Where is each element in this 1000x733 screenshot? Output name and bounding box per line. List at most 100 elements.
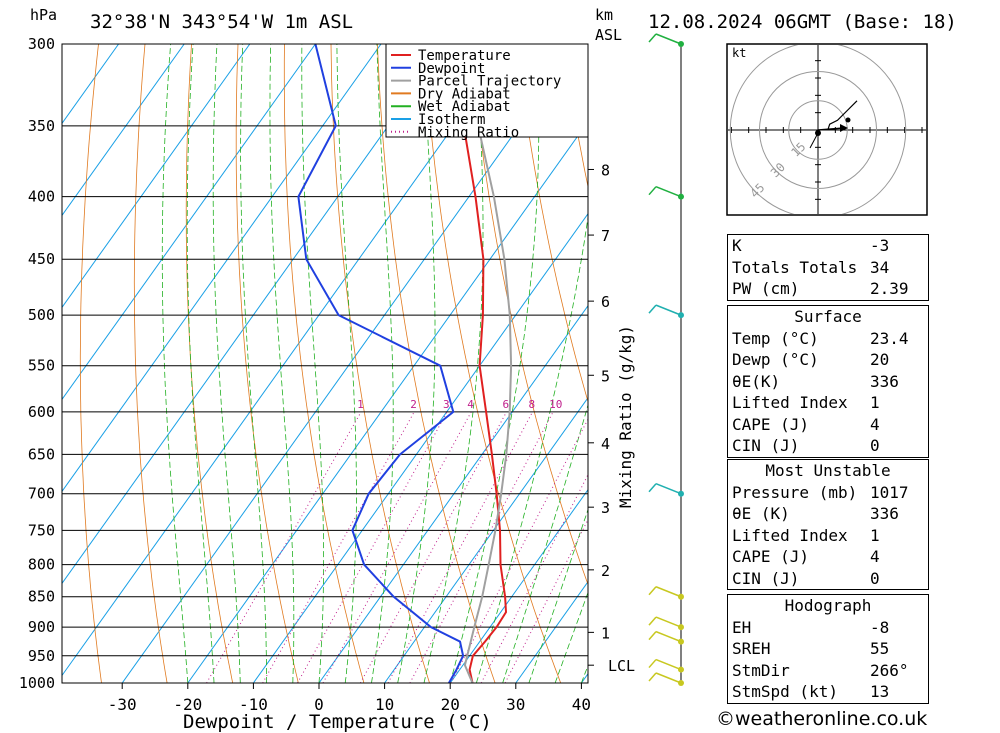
wind-barb-flag — [648, 672, 657, 682]
mixing-ratio-label: 6 — [503, 398, 510, 411]
mixing-ratio-label: 3 — [443, 398, 450, 411]
x-tick-label: -10 — [239, 695, 268, 714]
wind-barb — [655, 185, 682, 198]
table-row: PW (cm) 2.39 — [732, 279, 909, 298]
wind-barb-point — [678, 638, 684, 645]
table-row: Lifted Index 1 — [732, 525, 880, 545]
wind-barb-flag — [648, 631, 657, 641]
wind-barb-flag — [648, 483, 657, 493]
isotherm — [384, 396, 588, 683]
height-unit-asl: ASL — [595, 26, 622, 44]
isotherm — [449, 488, 588, 683]
dry-adiabat — [235, 44, 299, 683]
wind-barb-point — [678, 680, 684, 686]
mixing-ratio-label: 10 — [549, 398, 562, 411]
pressure-unit-label: hPa — [30, 6, 57, 24]
most-unstable-table: Most Unstable Pressure (mb) 1017 θE (K) 33… — [727, 459, 929, 590]
table-row: Pressure (mb) 1017 — [732, 482, 909, 502]
pressure-tick-label: 900 — [28, 618, 55, 636]
series-dewpoint — [297, 44, 465, 683]
surface-title: Surface — [794, 307, 862, 326]
x-tick-label: 0 — [314, 695, 324, 714]
table-row: θE (K) 336 — [732, 504, 899, 523]
hodograph-unit: kt — [732, 46, 746, 60]
table-row: CIN (J) 0 — [732, 568, 880, 588]
pressure-tick-label: 950 — [28, 647, 55, 665]
isotherm — [252, 212, 588, 683]
dry-adiabat — [133, 44, 168, 683]
wind-barb — [655, 483, 682, 495]
wet-adiabat — [240, 44, 267, 683]
wind-barb — [655, 616, 682, 628]
legend-entry: Parcel Trajectory — [418, 74, 561, 90]
table-row: EH -8 — [732, 617, 890, 637]
wind-barb-point — [678, 41, 684, 47]
km-tick-label: 6 — [601, 293, 610, 311]
x-tick-label: 10 — [375, 695, 394, 714]
km-tick-label: 3 — [601, 499, 610, 517]
mixing-ratio-line — [480, 473, 588, 683]
wet-adiabat — [371, 44, 394, 683]
mixing-ratio-label: 4 — [467, 398, 474, 411]
wind-barb-point — [678, 312, 684, 319]
legend-entry: Dewpoint — [418, 61, 485, 77]
mixing-ratio-line — [450, 418, 588, 683]
dry-adiabat — [79, 44, 102, 683]
km-tick-label: 2 — [601, 562, 610, 580]
x-tick-label: -30 — [108, 695, 137, 714]
dry-adiabat — [982, 44, 1000, 683]
wind-barb-flag — [648, 616, 657, 626]
location-title: 32°38'N 343°54'W 1m ASL — [90, 11, 353, 33]
series-parcel-trajectory — [455, 44, 513, 683]
isotherm — [62, 44, 316, 401]
wind-barb — [655, 586, 682, 598]
wind-barb-point — [678, 624, 684, 631]
table-row: SREH 55 — [732, 639, 890, 658]
wind-barb-flag — [648, 33, 657, 43]
pressure-tick-label: 800 — [28, 556, 55, 574]
hodo-segment — [809, 132, 819, 149]
wet-adiabat — [423, 44, 484, 683]
dry-adiabat — [330, 44, 430, 683]
isotherm — [187, 120, 588, 683]
km-tick-label: LCL — [608, 657, 635, 675]
dry-adiabat — [283, 44, 365, 683]
pressure-tick-label: 550 — [28, 357, 55, 375]
mixing-ratio-line — [297, 411, 448, 683]
pressure-tick-label: 850 — [28, 588, 55, 606]
mixing-ratio-line — [359, 411, 507, 683]
wind-barb-flag — [648, 186, 657, 196]
wind-barb-point — [678, 490, 684, 497]
most-unstable-title: Most Unstable — [765, 461, 891, 480]
dry-adiabat — [516, 44, 588, 404]
mixing-ratio-axis-title: Mixing Ratio (g/kg) — [616, 325, 635, 508]
x-tick-label: -20 — [173, 695, 202, 714]
pressure-tick-label: 700 — [28, 485, 55, 503]
mixing-ratio-line — [387, 411, 533, 683]
copyright-link[interactable]: ©weatheronline.co.uk — [716, 708, 928, 730]
isotherm — [62, 44, 513, 677]
isotherm — [121, 44, 579, 683]
isotherm — [62, 44, 185, 217]
mixing-ratio-line — [322, 411, 472, 683]
pressure-tick-label: 750 — [28, 521, 55, 539]
table-row: CAPE (J) 4 — [732, 414, 880, 434]
wet-adiabat — [502, 403, 588, 683]
hodo-point — [845, 117, 851, 123]
mixing-ratio-line — [206, 411, 362, 683]
pressure-tick-label: 300 — [28, 35, 55, 53]
mixing-ratio-label: 2 — [410, 398, 417, 411]
x-tick-label: 40 — [572, 695, 591, 714]
wind-barb-flag — [648, 586, 657, 596]
x-axis-title: Dewpoint / Temperature (°C) — [183, 711, 492, 733]
pressure-tick-label: 600 — [28, 403, 55, 421]
isotherm — [62, 44, 448, 585]
table-row: Lifted Index 1 — [732, 393, 880, 412]
pressure-tick-label: 650 — [28, 445, 55, 463]
height-unit-label: km — [595, 6, 613, 24]
hodograph-table: Hodograph EH -8 SREH 55 StmDir 266° StmSpd … — [727, 594, 929, 704]
wind-barb-point — [678, 666, 684, 673]
table-row: CIN (J) 0 — [732, 436, 880, 455]
isotherm — [62, 44, 120, 125]
